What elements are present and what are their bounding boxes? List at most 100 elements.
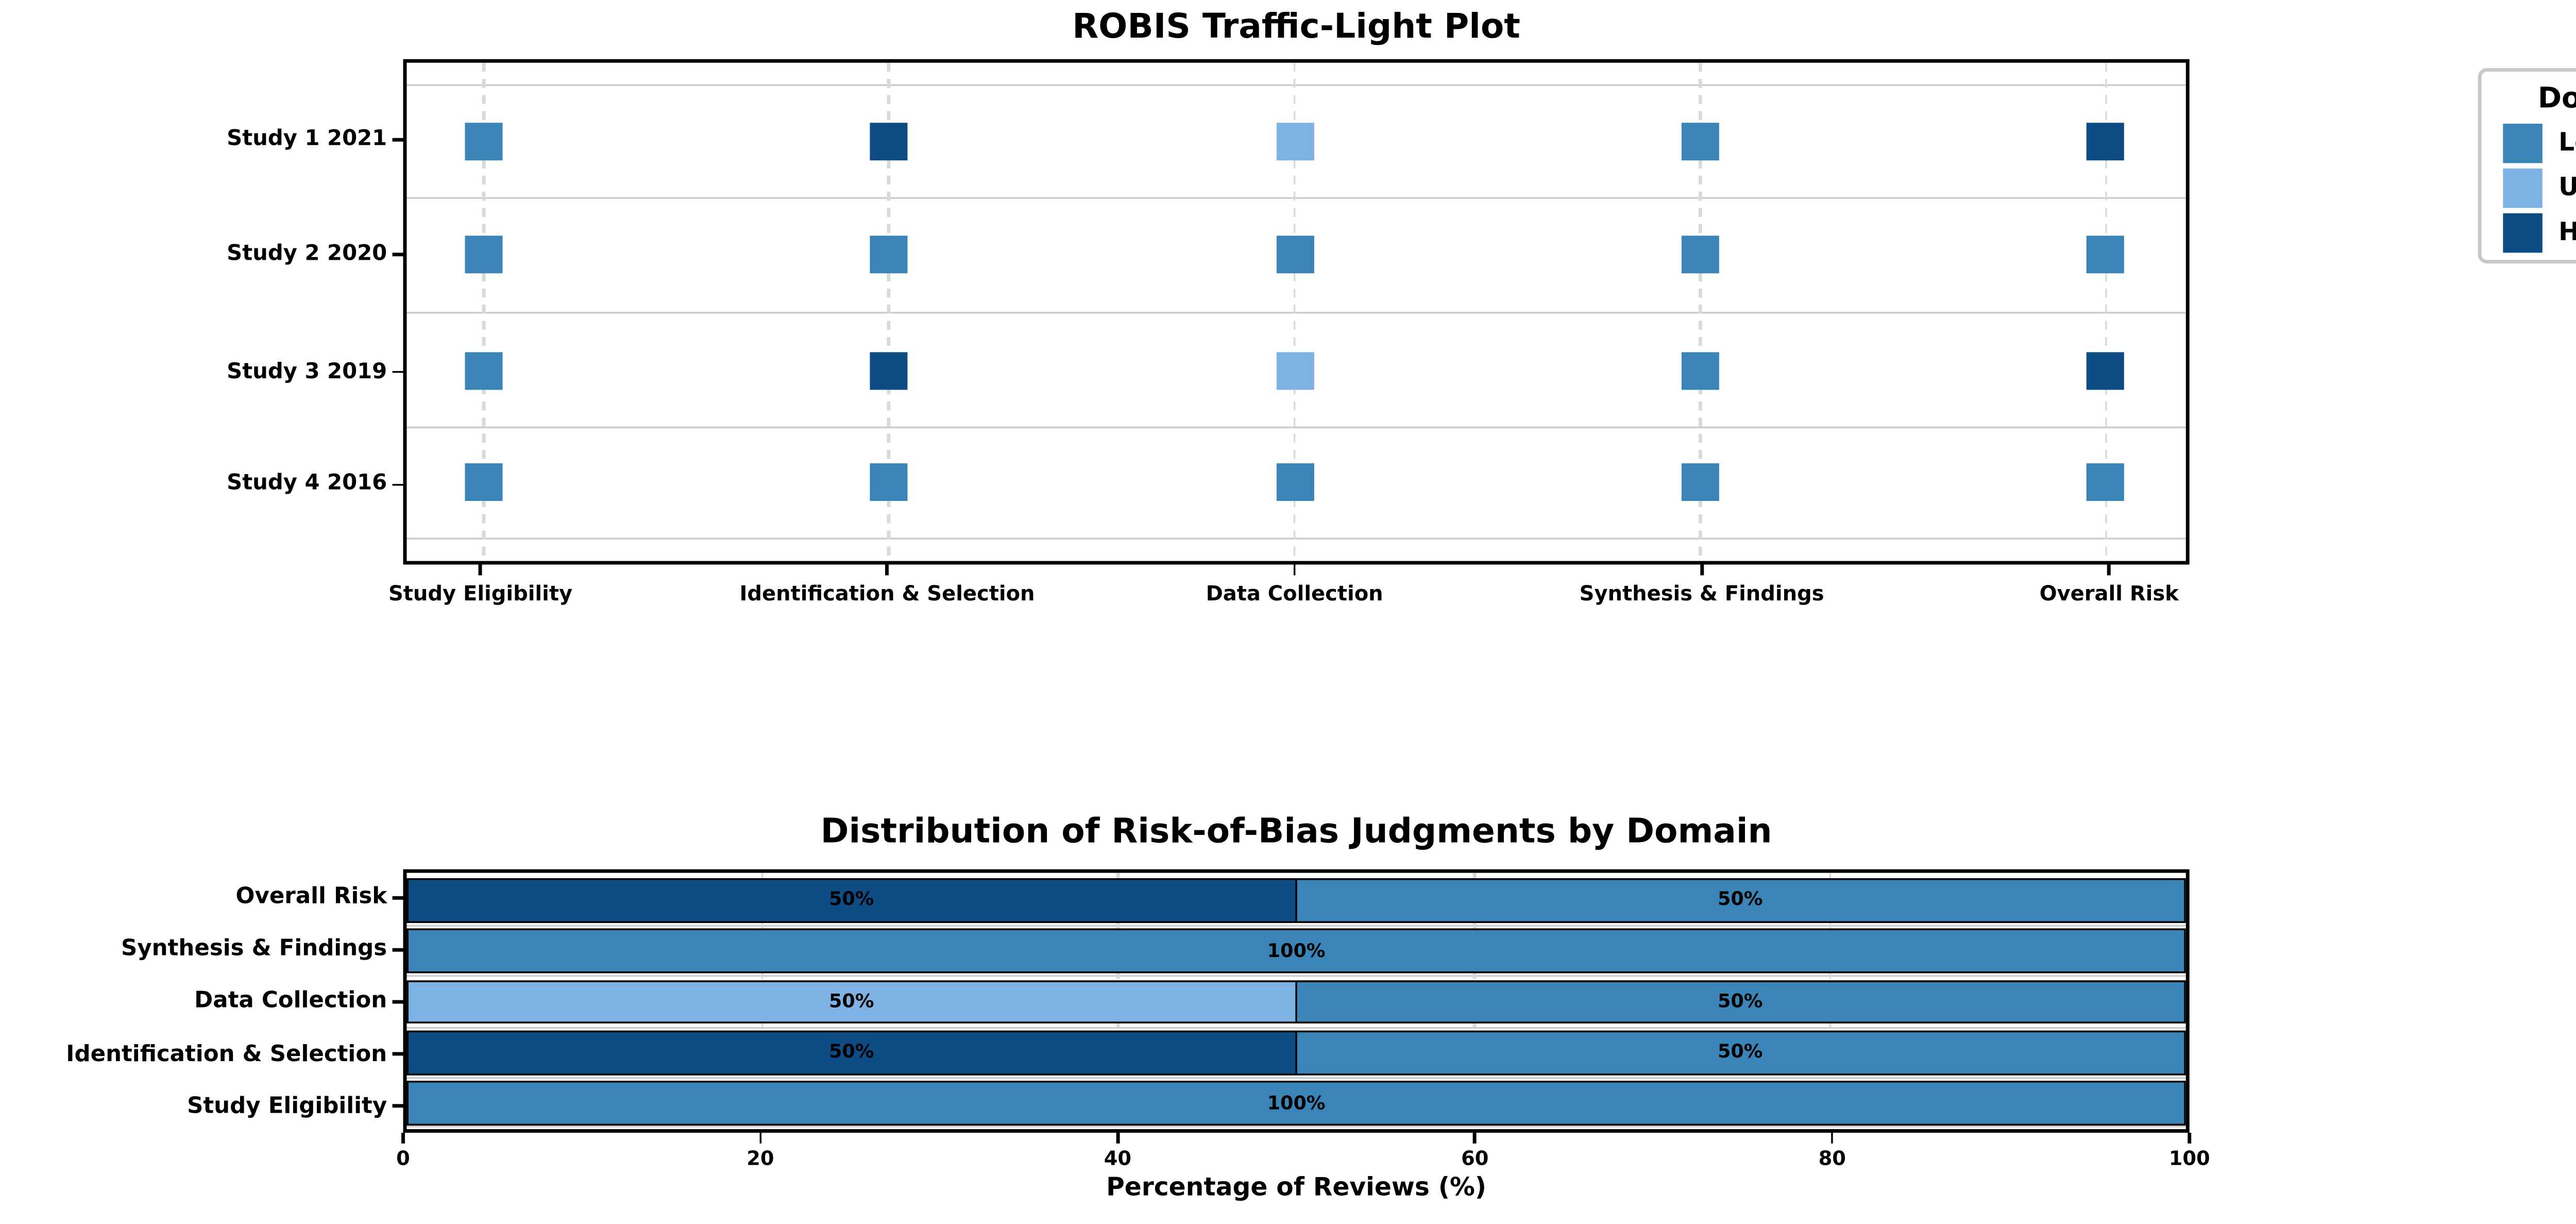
y-tick-mark xyxy=(392,948,403,951)
domain-column-label: Synthesis & Findings xyxy=(1579,580,1824,606)
x-tick-label: 40 xyxy=(1104,1147,1131,1170)
risk-cell-high xyxy=(2087,352,2125,390)
bar-segment-value-label: 50% xyxy=(1717,1042,1763,1064)
bar-segment-value-label: 50% xyxy=(829,1042,874,1064)
risk-cell-low xyxy=(465,123,503,161)
x-tick-mark xyxy=(2108,564,2111,576)
x-tick-mark xyxy=(401,1132,405,1144)
domain-column-label: Identification & Selection xyxy=(739,580,1035,606)
risk-cell-low xyxy=(1276,236,1314,274)
y-tick-mark xyxy=(392,1052,403,1055)
legend-swatch-unclear-icon xyxy=(2503,167,2543,208)
legend-entry: High Risk xyxy=(2503,210,2576,255)
bar-segment-low: 50% xyxy=(1296,1030,2186,1075)
risk-cell-low xyxy=(465,352,503,390)
stacked-bar-row: 100% xyxy=(406,1081,2186,1126)
risk-cell-low xyxy=(2087,236,2125,274)
bar-segment-high: 50% xyxy=(406,878,1297,923)
study-row-label: Study 2 2020 xyxy=(227,240,387,265)
risk-cell-low xyxy=(870,236,908,274)
bar-segment-value-label: 50% xyxy=(1717,890,1763,912)
x-tick-mark xyxy=(1293,564,1296,576)
x-tick-mark xyxy=(886,564,889,576)
domain-column-label: Overall Risk xyxy=(2039,580,2179,606)
legend-entry: Unclear Risk xyxy=(2503,165,2576,210)
domain-column-label: Study Eligibility xyxy=(388,580,573,606)
category-separator-gridline xyxy=(406,1026,2186,1028)
risk-cell-high xyxy=(870,352,908,390)
study-row-label: Study 1 2021 xyxy=(227,125,387,151)
bar-segment-value-label: 50% xyxy=(1717,991,1763,1013)
risk-cell-low xyxy=(870,463,908,501)
bar-chart-x-axis-label: Percentage of Reviews (%) xyxy=(1106,1173,1487,1203)
risk-cell-unclear xyxy=(1276,352,1314,390)
column-gridline-dashed xyxy=(2104,62,2107,561)
row-separator-gridline xyxy=(406,85,2186,87)
x-tick-mark xyxy=(1473,1132,1477,1144)
row-separator-gridline xyxy=(406,197,2186,200)
risk-cell-low xyxy=(1681,123,1719,161)
category-separator-gridline xyxy=(406,1126,2186,1128)
category-separator-gridline xyxy=(406,1077,2186,1079)
stacked-bar-row: 50% 50% xyxy=(406,979,2186,1024)
traffic-light-plot-area xyxy=(403,59,2190,565)
legend-swatch-low-icon xyxy=(2503,123,2543,163)
study-row-label: Study 4 2016 xyxy=(227,470,387,496)
domain-risk-legend: Domain Risk Low Risk Unclear Risk High Ris… xyxy=(2478,68,2576,264)
bar-segment-value-label: 50% xyxy=(829,991,874,1013)
legend-entry-label: High Risk xyxy=(2558,220,2576,245)
legend-entry-label: Low Risk xyxy=(2558,128,2576,157)
x-tick-mark xyxy=(1831,1132,1834,1144)
x-tick-label: 20 xyxy=(747,1147,774,1170)
legend-swatch-high-icon xyxy=(2503,212,2543,253)
bar-segment-low: 50% xyxy=(1296,878,2186,923)
row-separator-gridline xyxy=(406,538,2186,540)
category-separator-gridline xyxy=(406,925,2186,927)
row-separator-gridline xyxy=(406,427,2186,429)
bar-segment-low: 50% xyxy=(1296,979,2186,1024)
x-tick-label: 100 xyxy=(2168,1147,2210,1170)
bar-segment-value-label: 50% xyxy=(829,890,874,912)
y-tick-mark xyxy=(392,139,403,142)
column-gridline-dashed xyxy=(1293,62,1296,561)
bar-category-label: Overall Risk xyxy=(235,882,387,910)
bar-segment-low: 100% xyxy=(406,1081,2186,1126)
bar-chart-title: Distribution of Risk-of-Bias Judgments b… xyxy=(820,812,1772,851)
risk-cell-low xyxy=(1681,463,1719,501)
risk-cell-low xyxy=(1681,352,1719,390)
x-tick-label: 80 xyxy=(1818,1147,1846,1170)
y-tick-mark xyxy=(392,1104,403,1108)
y-tick-mark xyxy=(392,1000,403,1003)
bar-category-label: Data Collection xyxy=(194,986,387,1014)
risk-cell-low xyxy=(465,463,503,501)
risk-cell-high xyxy=(2087,123,2125,161)
study-row-label: Study 3 2019 xyxy=(227,357,387,383)
y-tick-mark xyxy=(392,371,403,374)
x-tick-mark xyxy=(2188,1132,2191,1144)
legend-entries: Low Risk Unclear Risk High Risk xyxy=(2503,121,2576,255)
y-tick-mark xyxy=(392,253,403,256)
bar-category-label: Synthesis & Findings xyxy=(121,934,387,962)
column-gridline-dashed xyxy=(887,62,890,561)
column-gridline-dashed xyxy=(482,62,485,561)
bar-category-label: Identification & Selection xyxy=(66,1038,387,1066)
category-separator-gridline xyxy=(406,975,2186,978)
stacked-bar-row: 100% xyxy=(406,929,2186,974)
legend-title: Domain Risk xyxy=(2537,80,2576,115)
risk-cell-low xyxy=(465,236,503,274)
bar-segment-unclear: 50% xyxy=(406,979,1297,1024)
risk-cell-high xyxy=(870,123,908,161)
x-tick-mark xyxy=(759,1132,762,1144)
x-tick-label: 0 xyxy=(396,1147,410,1170)
traffic-plot-title: ROBIS Traffic-Light Plot xyxy=(1072,7,1520,47)
column-gridline-dashed xyxy=(1699,62,1702,561)
stacked-bar-row: 50% 50% xyxy=(406,1030,2186,1075)
bar-segment-low: 100% xyxy=(406,929,2186,974)
bar-segment-value-label: 100% xyxy=(1267,940,1326,962)
row-separator-gridline xyxy=(406,312,2186,314)
legend-entry-label: Unclear Risk xyxy=(2558,175,2576,200)
stacked-bar-plot-area: 50% 50% 100% 50% 50% 50% 50% 100% xyxy=(403,869,2190,1133)
bar-category-label: Study Eligibility xyxy=(187,1091,387,1118)
stacked-bar-row: 50% 50% xyxy=(406,878,2186,923)
